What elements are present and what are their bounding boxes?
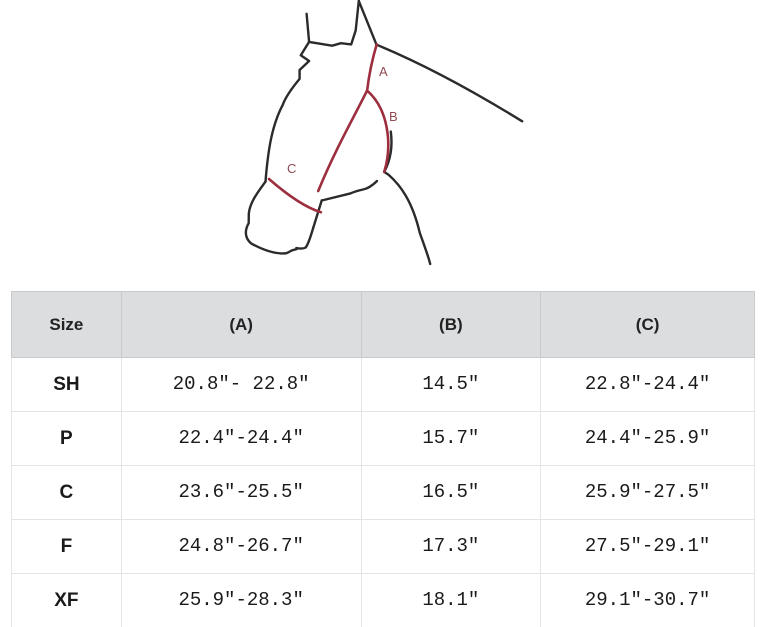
svg-text:B: B bbox=[389, 109, 398, 124]
svg-text:A: A bbox=[379, 64, 388, 79]
svg-text:C: C bbox=[287, 161, 296, 176]
